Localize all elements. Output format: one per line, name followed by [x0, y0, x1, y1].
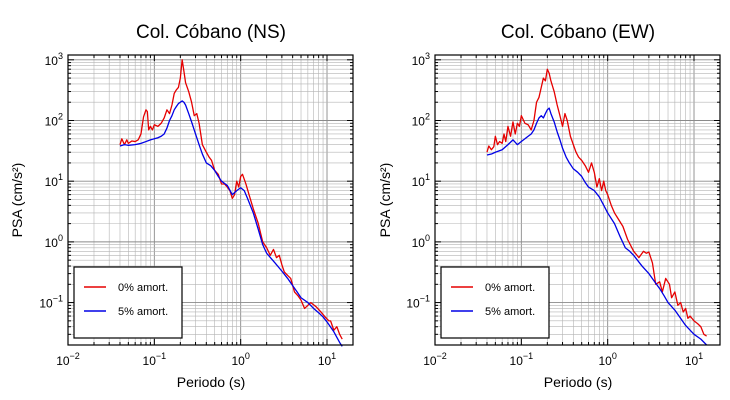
y-tick-label: 10−1: [39, 294, 63, 311]
series-line-1: [119, 100, 343, 347]
x-tick-label: 100: [231, 351, 249, 368]
plot-frame: [434, 54, 721, 346]
legend-label-1: 5% amort.: [485, 306, 535, 318]
legend-label-1: 5% amort.: [118, 306, 168, 318]
chart-title: Col. Cóbano (EW): [501, 22, 655, 43]
x-axis-label: Periodo (s): [544, 374, 612, 390]
x-tick-label: 10−1: [143, 351, 167, 368]
grid-lines: [434, 55, 721, 346]
x-tick-labels: 10−2 10−1 100 101: [423, 351, 703, 368]
y-axis-label: PSA (cm/s²): [9, 163, 25, 238]
x-tick-labels: 10−2 10−1 100 101: [56, 351, 336, 368]
y-axis-label: PSA (cm/s²): [377, 163, 393, 238]
chart-title: Col. Cóbano (NS): [136, 22, 286, 43]
y-tick-label: 103: [412, 51, 430, 68]
legend-label-0: 0% amort.: [485, 282, 535, 294]
y-tick-labels: 10−1 100 101 102 103: [39, 51, 63, 311]
y-tick-label: 100: [412, 233, 430, 250]
y-tick-label: 101: [45, 172, 63, 189]
legend: 0% amort. 5% amort.: [440, 266, 550, 339]
x-tick-label: 101: [318, 351, 336, 368]
plot-frame: [67, 54, 354, 346]
y-tick-labels: 10−1 100 101 102 103: [406, 51, 430, 311]
y-tick-label: 101: [412, 172, 430, 189]
x-axis-label: Periodo (s): [177, 374, 245, 390]
x-tick-label: 10−2: [423, 351, 447, 368]
legend-box: [440, 266, 550, 339]
y-tick-label: 102: [45, 111, 63, 128]
series-layer: [119, 59, 343, 347]
legend: 0% amort. 5% amort.: [73, 266, 183, 339]
legend-box: [73, 266, 183, 339]
chart-panel-ew: Col. Cóbano (EW) 10−2 10−1 100 101 10−11001…: [377, 22, 721, 390]
y-tick-label: 103: [45, 51, 63, 68]
series-line-0: [486, 68, 707, 337]
x-tick-label: 10−2: [56, 351, 80, 368]
series-line-1: [486, 107, 708, 346]
x-tick-label: 101: [685, 351, 703, 368]
legend-label-0: 0% amort.: [118, 282, 168, 294]
x-tick-label: 100: [598, 351, 616, 368]
y-tick-label: 102: [412, 111, 430, 128]
y-tick-label: 10−1: [406, 294, 430, 311]
chart-panel-ns: Col. Cóbano (NS) 10−2 10−1 100 101 10−11001…: [9, 22, 354, 390]
x-tick-label: 10−1: [510, 351, 534, 368]
y-tick-label: 100: [45, 233, 63, 250]
series-layer: [486, 68, 708, 346]
